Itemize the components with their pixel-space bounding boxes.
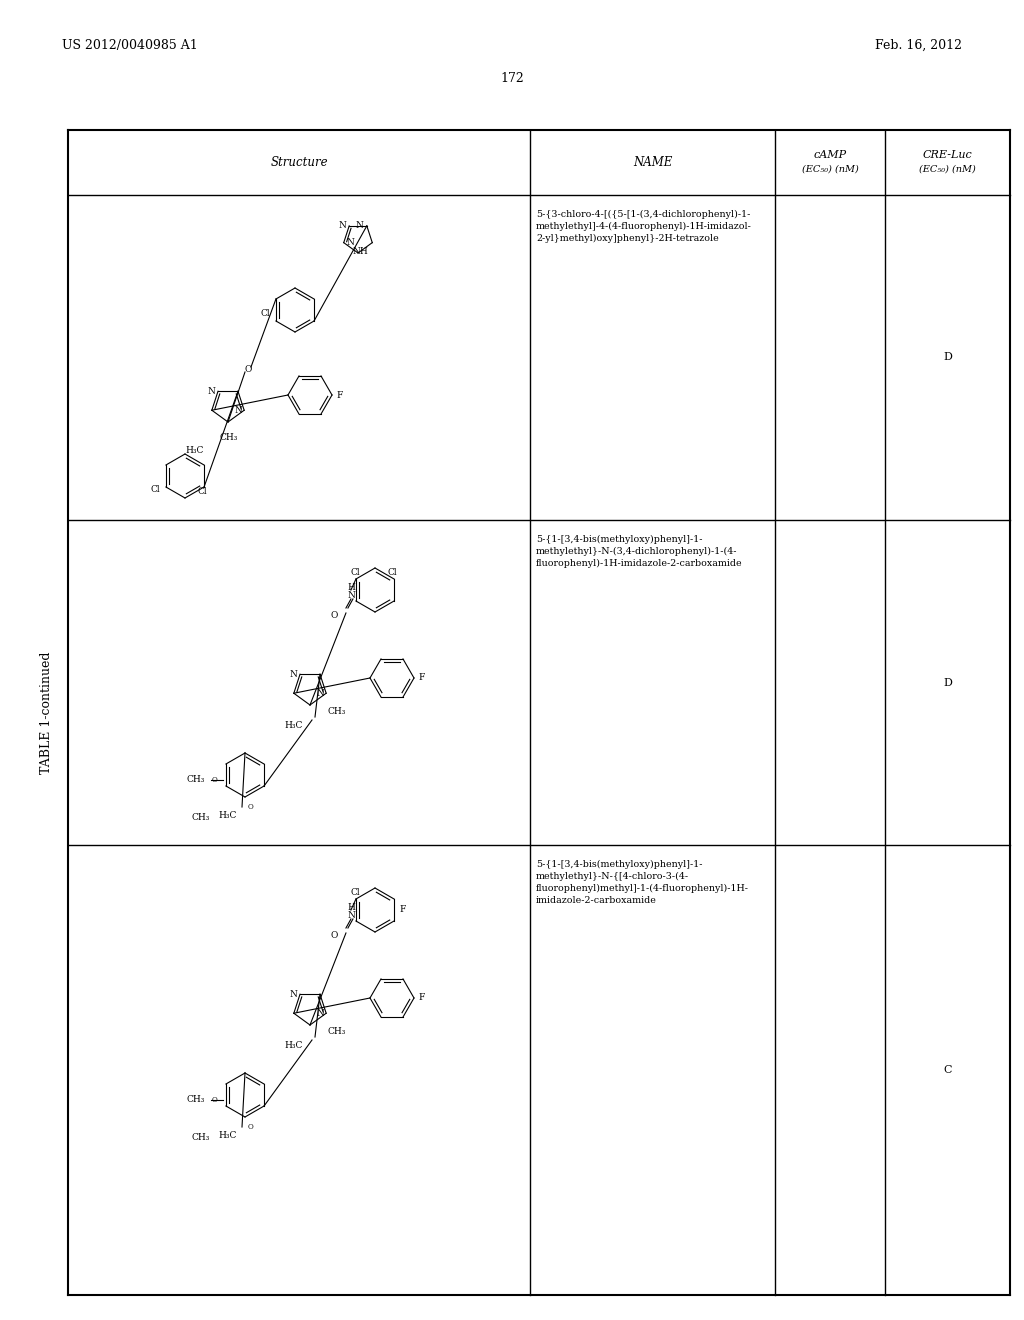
Text: Cl: Cl: [151, 484, 160, 494]
Text: H₃C: H₃C: [285, 1040, 303, 1049]
Text: Cl: Cl: [350, 568, 360, 577]
Text: C: C: [943, 1065, 951, 1074]
Text: NH: NH: [352, 247, 368, 256]
Text: CH₃: CH₃: [327, 708, 345, 717]
Text: NAME: NAME: [633, 156, 672, 169]
Text: methylethyl}-N-{[4-chloro-3-(4-: methylethyl}-N-{[4-chloro-3-(4-: [536, 873, 689, 882]
Text: 5-{3-chloro-4-[({5-[1-(3,4-dichlorophenyl)-1-: 5-{3-chloro-4-[({5-[1-(3,4-dichloropheny…: [536, 210, 751, 219]
Text: H₃C: H₃C: [219, 1131, 237, 1140]
Text: 5-{1-[3,4-bis(methyloxy)phenyl]-1-: 5-{1-[3,4-bis(methyloxy)phenyl]-1-: [536, 861, 702, 869]
Text: H₃C: H₃C: [219, 810, 237, 820]
Text: CH₃: CH₃: [191, 1133, 210, 1142]
Text: O: O: [331, 611, 338, 620]
Text: methylethyl]-4-(4-fluorophenyl)-1H-imidazol-: methylethyl]-4-(4-fluorophenyl)-1H-imida…: [536, 222, 752, 231]
Text: cAMP: cAMP: [813, 150, 847, 161]
Text: F: F: [399, 906, 406, 915]
Text: fluorophenyl)-1H-imidazole-2-carboxamide: fluorophenyl)-1H-imidazole-2-carboxamide: [536, 558, 742, 568]
Text: H: H: [347, 582, 355, 591]
Text: N: N: [338, 222, 346, 231]
Text: 2-yl}methyl)oxy]phenyl}-2H-tetrazole: 2-yl}methyl)oxy]phenyl}-2H-tetrazole: [536, 234, 719, 243]
Text: O: O: [212, 1096, 218, 1104]
Text: F: F: [418, 673, 424, 682]
Text: US 2012/0040985 A1: US 2012/0040985 A1: [62, 38, 198, 51]
Text: D: D: [943, 677, 952, 688]
Text: Cl: Cl: [260, 309, 270, 318]
Text: Cl: Cl: [198, 487, 208, 496]
Text: O: O: [212, 776, 218, 784]
Text: O: O: [245, 366, 252, 375]
Text: (EC₅₀) (nM): (EC₅₀) (nM): [920, 165, 976, 174]
Text: O: O: [248, 803, 254, 810]
Text: O: O: [248, 1123, 254, 1131]
Text: CRE-Luc: CRE-Luc: [923, 150, 973, 161]
Text: H₃C: H₃C: [285, 721, 303, 730]
Text: imidazole-2-carboxamide: imidazole-2-carboxamide: [536, 896, 656, 906]
Text: N: N: [207, 387, 215, 396]
Text: N: N: [347, 238, 354, 247]
Text: CH₃: CH₃: [191, 813, 210, 822]
Text: F: F: [418, 994, 424, 1002]
Text: TABLE 1-continued: TABLE 1-continued: [40, 651, 52, 774]
Text: D: D: [943, 352, 952, 363]
Text: CH₃: CH₃: [186, 776, 205, 784]
Text: N: N: [234, 405, 242, 414]
Text: fluorophenyl)methyl]-1-(4-fluorophenyl)-1H-: fluorophenyl)methyl]-1-(4-fluorophenyl)-…: [536, 884, 749, 894]
Text: N: N: [289, 669, 297, 678]
Text: CH₃: CH₃: [327, 1027, 345, 1036]
Text: N: N: [356, 222, 364, 231]
Text: methylethyl}-N-(3,4-dichlorophenyl)-1-(4-: methylethyl}-N-(3,4-dichlorophenyl)-1-(4…: [536, 546, 737, 556]
Text: N: N: [289, 990, 297, 999]
Text: 5-{1-[3,4-bis(methyloxy)phenyl]-1-: 5-{1-[3,4-bis(methyloxy)phenyl]-1-: [536, 535, 702, 544]
Text: Structure: Structure: [270, 156, 328, 169]
Text: H₃C: H₃C: [185, 446, 204, 455]
Text: 172: 172: [500, 71, 524, 84]
Text: N: N: [316, 1008, 325, 1018]
Text: N: N: [347, 912, 355, 920]
Text: Feb. 16, 2012: Feb. 16, 2012: [874, 38, 962, 51]
Text: H: H: [347, 903, 355, 912]
Text: Cl: Cl: [388, 568, 397, 577]
Text: F: F: [336, 391, 342, 400]
Text: CH₃: CH₃: [219, 433, 238, 442]
Text: CH₃: CH₃: [186, 1096, 205, 1105]
Text: Cl: Cl: [350, 888, 360, 898]
Text: (EC₅₀) (nM): (EC₅₀) (nM): [802, 165, 858, 174]
Text: N: N: [316, 689, 325, 698]
Text: N: N: [347, 591, 355, 601]
Text: O: O: [331, 932, 338, 940]
